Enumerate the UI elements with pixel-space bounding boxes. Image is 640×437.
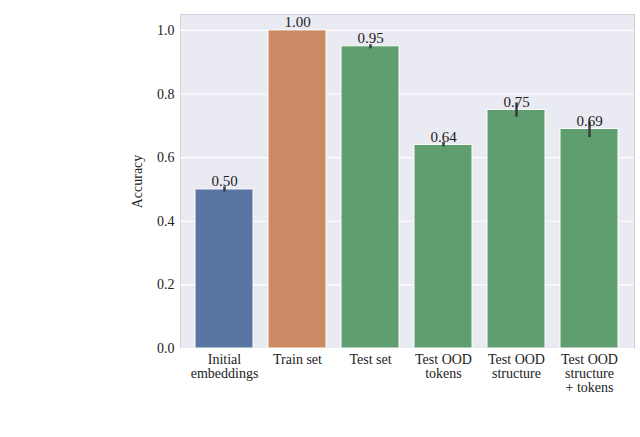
svg-text:0.2: 0.2 xyxy=(157,277,175,292)
svg-text:Test OODstructure+ tokens: Test OODstructure+ tokens xyxy=(561,352,618,395)
svg-text:1.0: 1.0 xyxy=(157,23,175,38)
svg-text:0.95: 0.95 xyxy=(357,30,383,46)
svg-text:Accuracy: Accuracy xyxy=(130,155,145,209)
svg-text:0.50: 0.50 xyxy=(211,173,237,189)
svg-text:0.0: 0.0 xyxy=(157,341,175,356)
svg-text:Test set: Test set xyxy=(349,352,391,367)
svg-text:0.75: 0.75 xyxy=(503,94,529,110)
svg-text:0.69: 0.69 xyxy=(576,113,602,129)
svg-text:1.00: 1.00 xyxy=(284,14,310,30)
svg-text:Initialembeddings: Initialembeddings xyxy=(191,352,259,381)
svg-text:0.8: 0.8 xyxy=(157,87,175,102)
svg-text:Test OODstructure: Test OODstructure xyxy=(488,352,545,381)
svg-text:0.4: 0.4 xyxy=(157,214,175,229)
svg-text:0.6: 0.6 xyxy=(157,150,175,165)
svg-text:Train set: Train set xyxy=(273,352,322,367)
svg-text:0.64: 0.64 xyxy=(430,129,457,145)
svg-text:Test OODtokens: Test OODtokens xyxy=(415,352,472,381)
